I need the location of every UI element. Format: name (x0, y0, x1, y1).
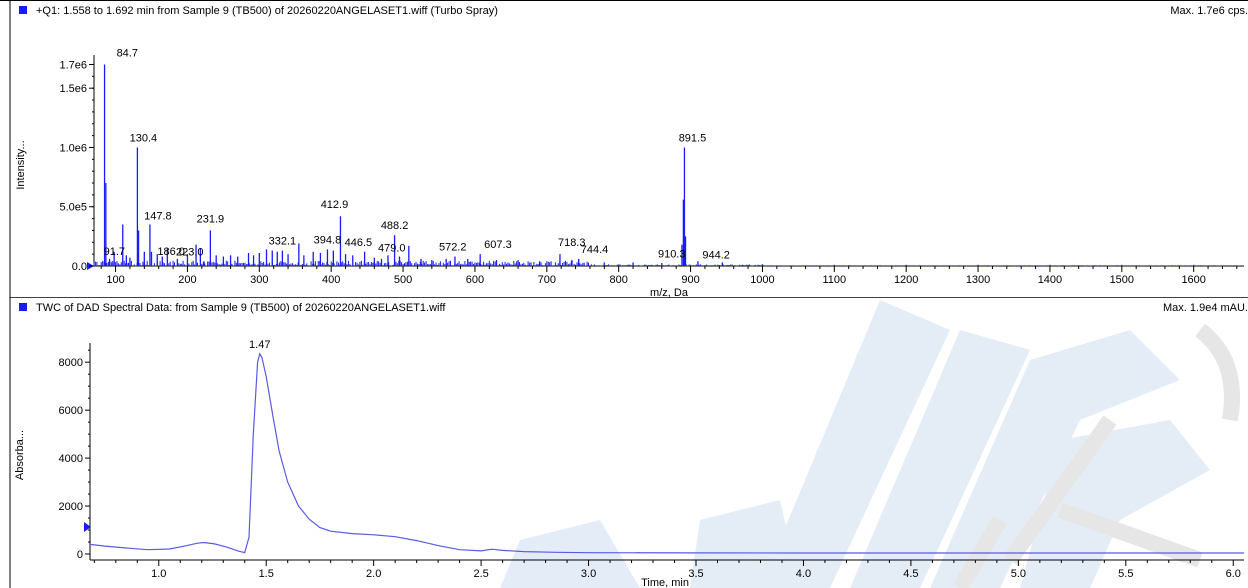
peak-label: 332.1 (269, 236, 297, 248)
x-tick-label: 700 (538, 274, 556, 286)
x-tick-label: 1000 (750, 274, 774, 286)
y-tick-label: 5.0e5 (59, 202, 87, 214)
x-tick-label: 900 (681, 274, 699, 286)
dad-chromatogram-chart: TWC of DAD Spectral Data: from Sample 9 … (9, 298, 1248, 588)
x-tick-label: 5.0 (1011, 568, 1026, 580)
x-tick-label: 5.5 (1118, 568, 1133, 580)
x-tick-label: 1.0 (151, 568, 166, 580)
x-ticks: 1.0 1.5 2.0 2.5 3.0 3.5 4.0 4.5 5.0 5.5 6.0 (93, 560, 1241, 580)
max-label: Max. 1.7e6 cps. (1170, 5, 1248, 17)
y-tick-label: 1.7e6 (59, 59, 87, 71)
x-tick-label: 100 (106, 274, 124, 286)
chart-title: +Q1: 1.558 to 1.692 min from Sample 9 (T… (36, 5, 498, 17)
x-tick-label: 500 (394, 274, 412, 286)
peak-label: 744.4 (581, 244, 609, 256)
y-tick-label: 0.0 (72, 261, 87, 273)
x-tick-label: 300 (250, 274, 268, 286)
peak-label: 147.8 (144, 211, 172, 223)
y-tick-label: 1.5e6 (59, 83, 87, 95)
peak-label: 718.3 (558, 237, 586, 249)
peak-label: 394.8 (314, 234, 342, 246)
watermark-gray-shapes (953, 323, 1240, 588)
series-color-box (19, 303, 27, 311)
y-tick-label: 4000 (59, 453, 83, 465)
x-tick-label: 4.0 (796, 568, 811, 580)
x-tick-label: 800 (610, 274, 628, 286)
cursor-marker-icon (84, 522, 91, 532)
y-axis-label: Intensity... (15, 140, 27, 189)
y-tick-label: 6000 (59, 405, 83, 417)
peak-label: 910.3 (658, 248, 686, 260)
x-tick-label: 1200 (894, 274, 918, 286)
y-tick-label: 0 (77, 549, 83, 561)
x-tick-label: 400 (322, 274, 340, 286)
y-ticks: 0.0 5.0e5 1.0e6 1.5e6 1.7e6 (59, 59, 94, 273)
y-tick-label: 2000 (59, 501, 83, 513)
peak-label: 479.0 (378, 242, 406, 254)
peak-label: 488.2 (381, 220, 409, 232)
series-color-box (19, 6, 27, 14)
peak-label: 607.3 (484, 239, 512, 251)
x-tick-label: 1300 (966, 274, 990, 286)
watermark-blue-shapes (500, 300, 1210, 588)
y-axis-label: Absorba... (14, 430, 26, 480)
y-ticks: 0 2000 4000 6000 8000 (59, 349, 90, 561)
y-tick-label: 8000 (59, 357, 83, 369)
noise-baseline (93, 260, 1245, 266)
ms-spectrum-chart: +Q1: 1.558 to 1.692 min from Sample 9 (T… (0, 0, 1248, 298)
peak-label: 91.7 (104, 246, 125, 258)
x-tick-label: 3.5 (688, 568, 703, 580)
peak-label: 572.2 (439, 242, 467, 254)
x-tick-label: 600 (466, 274, 484, 286)
x-tick-label: 1600 (1181, 274, 1205, 286)
x-axis-label: Time, min (641, 577, 689, 588)
peak-label: 891.5 (679, 132, 707, 144)
peak-label: 231.9 (197, 213, 225, 225)
peak-label: 130.4 (130, 132, 158, 144)
x-tick-label: 6.0 (1226, 568, 1241, 580)
x-tick-label: 2.0 (366, 568, 381, 580)
x-tick-label: 200 (178, 274, 196, 286)
x-tick-label: 1100 (822, 274, 846, 286)
x-tick-label: 1500 (1110, 274, 1134, 286)
peak-label: 186.0 (157, 246, 185, 258)
peak-label: 223.0 (176, 246, 204, 258)
max-label: Max. 1.9e4 mAU. (1163, 302, 1248, 314)
x-tick-label: 2.5 (473, 568, 488, 580)
x-tick-label: 1400 (1038, 274, 1062, 286)
y-tick-label: 1.0e6 (59, 142, 87, 154)
peak-label: 446.5 (345, 237, 373, 249)
chromatogram-line (89, 352, 1244, 554)
peak-label: 1.47 (249, 339, 270, 351)
x-tick-label: 4.5 (903, 568, 918, 580)
peak-label: 412.9 (321, 199, 349, 211)
chart-title: TWC of DAD Spectral Data: from Sample 9 … (36, 302, 446, 314)
x-ticks: 100 200 300 400 500 600 700 800 900 1000 1100 1200 1… (100, 266, 1238, 286)
peak-label: 84.7 (117, 47, 138, 59)
x-tick-label: 3.0 (581, 568, 596, 580)
peak-label: 944.2 (702, 249, 730, 261)
x-tick-label: 1.5 (259, 568, 274, 580)
x-axis-label: m/z, Da (650, 287, 689, 298)
